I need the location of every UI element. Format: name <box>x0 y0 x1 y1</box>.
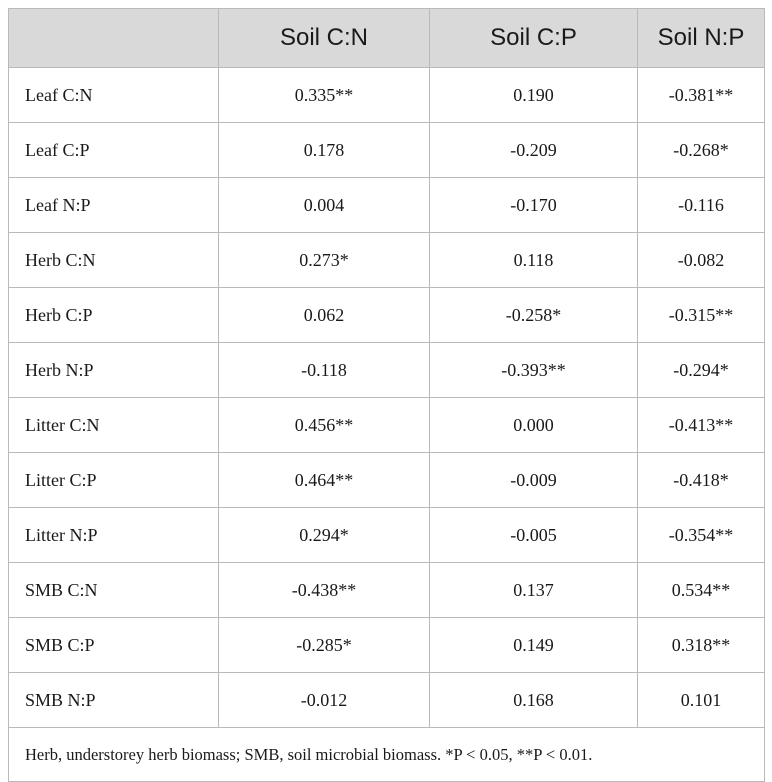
table-row: Leaf C:P 0.178 -0.209 -0.268* <box>8 122 765 178</box>
table-row: Litter C:P 0.464** -0.009 -0.418* <box>8 452 765 508</box>
correlation-value: -0.118 <box>218 342 430 398</box>
correlation-value: 0.149 <box>429 617 638 673</box>
footnote-row: Herb, understorey herb biomass; SMB, soi… <box>8 727 765 782</box>
correlation-value: 0.137 <box>429 562 638 618</box>
table-row: Herb C:P 0.062 -0.258* -0.315** <box>8 287 765 343</box>
row-label: Leaf N:P <box>8 177 219 233</box>
correlation-value: -0.354** <box>637 507 765 563</box>
table-row: Herb C:N 0.273* 0.118 -0.082 <box>8 232 765 288</box>
row-label: Litter C:P <box>8 452 219 508</box>
correlation-value: -0.012 <box>218 672 430 728</box>
header-row: Soil C:N Soil C:P Soil N:P <box>8 8 765 68</box>
correlation-value: 0.318** <box>637 617 765 673</box>
correlation-value: 0.534** <box>637 562 765 618</box>
correlation-value: -0.082 <box>637 232 765 288</box>
correlation-value: 0.000 <box>429 397 638 453</box>
correlation-value: -0.393** <box>429 342 638 398</box>
correlation-value: 0.190 <box>429 67 638 123</box>
correlation-value: -0.381** <box>637 67 765 123</box>
correlation-value: -0.315** <box>637 287 765 343</box>
correlation-value: -0.418* <box>637 452 765 508</box>
correlation-value: 0.178 <box>218 122 430 178</box>
correlation-value: -0.258* <box>429 287 638 343</box>
correlation-value: 0.168 <box>429 672 638 728</box>
row-label: Herb C:P <box>8 287 219 343</box>
row-label: Herb N:P <box>8 342 219 398</box>
header-cell-soil-cp: Soil C:P <box>429 8 638 68</box>
correlation-table-container: Soil C:N Soil C:P Soil N:P Leaf C:N 0.335… <box>8 8 765 782</box>
table-header: Soil C:N Soil C:P Soil N:P <box>8 8 765 68</box>
table-row: Litter N:P 0.294* -0.005 -0.354** <box>8 507 765 563</box>
correlation-value: -0.413** <box>637 397 765 453</box>
correlation-value: -0.170 <box>429 177 638 233</box>
table-row: SMB C:N -0.438** 0.137 0.534** <box>8 562 765 618</box>
row-label: SMB C:P <box>8 617 219 673</box>
table-body: Leaf C:N 0.335** 0.190 -0.381** Leaf C:P 0.17… <box>8 67 765 728</box>
table-row: SMB C:P -0.285* 0.149 0.318** <box>8 617 765 673</box>
row-label: Litter N:P <box>8 507 219 563</box>
header-cell-empty <box>8 8 219 68</box>
correlation-value: -0.005 <box>429 507 638 563</box>
correlation-value: 0.062 <box>218 287 430 343</box>
correlation-value: -0.009 <box>429 452 638 508</box>
row-label: Litter C:N <box>8 397 219 453</box>
footnote: Herb, understorey herb biomass; SMB, soi… <box>8 727 765 782</box>
correlation-value: 0.101 <box>637 672 765 728</box>
row-label: SMB N:P <box>8 672 219 728</box>
correlation-value: 0.335** <box>218 67 430 123</box>
correlation-value: 0.004 <box>218 177 430 233</box>
correlation-value: 0.294* <box>218 507 430 563</box>
correlation-value: 0.273* <box>218 232 430 288</box>
table-row: SMB N:P -0.012 0.168 0.101 <box>8 672 765 728</box>
correlation-value: -0.116 <box>637 177 765 233</box>
row-label: SMB C:N <box>8 562 219 618</box>
correlation-value: -0.268* <box>637 122 765 178</box>
header-cell-soil-cn: Soil C:N <box>218 8 430 68</box>
table-row: Leaf N:P 0.004 -0.170 -0.116 <box>8 177 765 233</box>
row-label: Leaf C:P <box>8 122 219 178</box>
correlation-value: -0.294* <box>637 342 765 398</box>
correlation-value: -0.438** <box>218 562 430 618</box>
header-cell-soil-np: Soil N:P <box>637 8 765 68</box>
correlation-table: Soil C:N Soil C:P Soil N:P Leaf C:N 0.335… <box>8 8 765 782</box>
correlation-value: -0.285* <box>218 617 430 673</box>
row-label: Leaf C:N <box>8 67 219 123</box>
correlation-value: 0.464** <box>218 452 430 508</box>
correlation-value: -0.209 <box>429 122 638 178</box>
table-row: Leaf C:N 0.335** 0.190 -0.381** <box>8 67 765 123</box>
row-label: Herb C:N <box>8 232 219 288</box>
table-footer: Herb, understorey herb biomass; SMB, soi… <box>8 727 765 782</box>
table-row: Litter C:N 0.456** 0.000 -0.413** <box>8 397 765 453</box>
table-row: Herb N:P -0.118 -0.393** -0.294* <box>8 342 765 398</box>
correlation-value: 0.118 <box>429 232 638 288</box>
correlation-value: 0.456** <box>218 397 430 453</box>
